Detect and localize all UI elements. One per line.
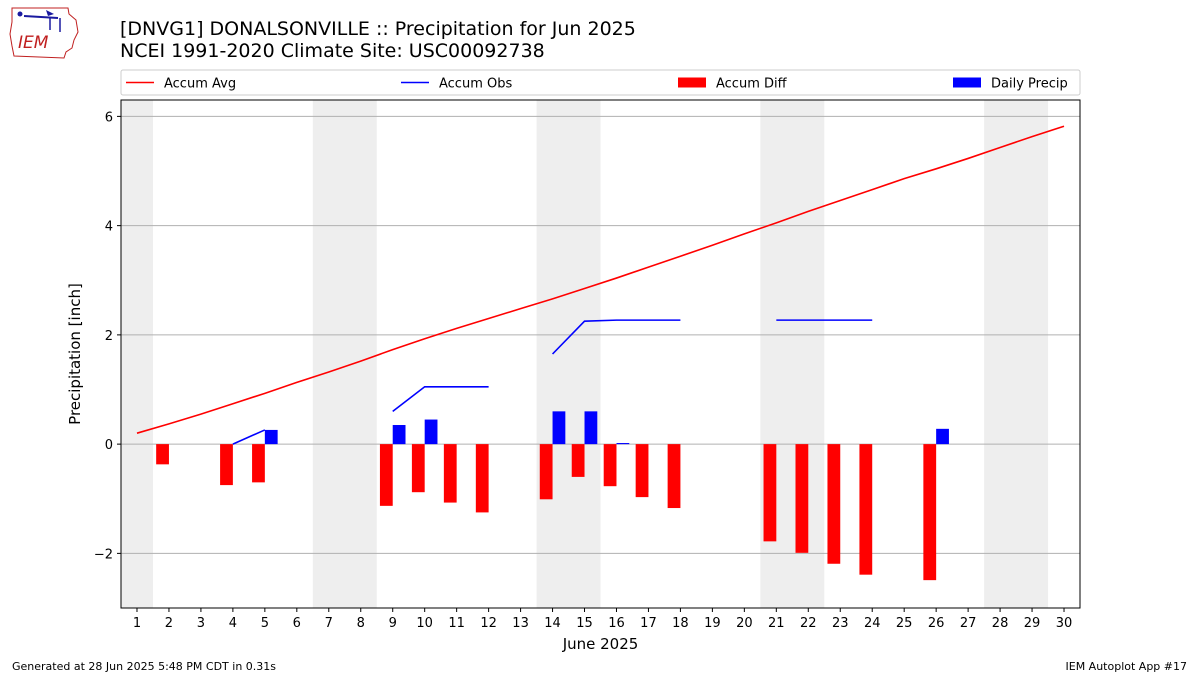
diff-bar <box>923 444 937 581</box>
x-tick-label: 15 <box>576 616 593 631</box>
daily-precip-bar <box>584 411 598 445</box>
daily-precip-bar <box>392 425 406 445</box>
diff-bar <box>859 444 873 575</box>
x-tick-label: 23 <box>832 616 849 631</box>
plot-frame <box>120 99 1081 609</box>
x-tick-label: 24 <box>864 616 881 631</box>
x-tick-label: 17 <box>640 616 657 631</box>
accum-obs-line <box>232 429 266 445</box>
x-tick-label: 22 <box>800 616 817 631</box>
title-line-1: [DNVG1] DONALSONVILLE :: Precipitation f… <box>120 18 636 40</box>
weekend-band <box>536 100 601 608</box>
chart-title: [DNVG1] DONALSONVILLE :: Precipitation f… <box>120 18 636 62</box>
weekend-band <box>984 100 1049 608</box>
x-tick-label: 13 <box>512 616 529 631</box>
weekend-band <box>121 100 153 608</box>
x-tick-label: 20 <box>736 616 753 631</box>
title-line-2: NCEI 1991-2020 Climate Site: USC00092738 <box>120 40 545 62</box>
diff-bar <box>539 444 553 500</box>
daily-precip-bar <box>264 429 278 445</box>
x-tick-label: 3 <box>197 616 205 631</box>
legend-label: Daily Precip <box>991 77 1068 92</box>
diff-bar <box>475 444 489 513</box>
diff-bar <box>763 444 777 542</box>
x-tick-label: 2 <box>165 616 173 631</box>
x-tick-label: 19 <box>704 616 721 631</box>
diff-bar <box>156 444 169 465</box>
y-tick-label: 4 <box>105 220 113 235</box>
legend-label: Accum Obs <box>439 77 512 92</box>
legend-swatch-box <box>953 77 981 88</box>
legend-box <box>120 69 1081 96</box>
x-tick-label: 5 <box>261 616 269 631</box>
x-tick-label: 16 <box>608 616 625 631</box>
y-tick-label: −2 <box>94 547 113 562</box>
daily-precip-bar <box>552 411 566 445</box>
diff-bar <box>571 444 585 477</box>
diff-bar <box>220 444 233 486</box>
x-tick-label: 14 <box>544 616 561 631</box>
logo-text: IEM <box>18 33 49 53</box>
diff-bar <box>603 444 617 487</box>
daily-precip-bar <box>616 443 630 445</box>
legend-swatch-box <box>678 77 706 88</box>
diff-bar <box>379 444 393 506</box>
x-tick-label: 1 <box>133 616 141 631</box>
x-tick-label: 21 <box>768 616 785 631</box>
x-tick-label: 6 <box>293 616 301 631</box>
diff-bar <box>795 444 809 553</box>
diff-bar <box>667 444 681 509</box>
x-tick-label: 10 <box>416 616 433 631</box>
x-tick-label: 12 <box>480 616 497 631</box>
generated-note: Generated at 28 Jun 2025 5:48 PM CDT in … <box>12 660 277 673</box>
x-axis-label: June 2025 <box>562 635 639 653</box>
diff-bar <box>252 444 265 483</box>
x-tick-label: 8 <box>357 616 365 631</box>
legend-label: Accum Diff <box>716 77 788 92</box>
app-note: IEM Autoplot App #17 <box>1065 660 1188 673</box>
x-tick-label: 7 <box>325 616 333 631</box>
daily-precip-bar <box>936 428 949 445</box>
diff-bar <box>411 444 425 493</box>
x-tick-label: 26 <box>928 616 945 631</box>
y-tick-label: 0 <box>105 438 113 453</box>
x-tick-label: 27 <box>960 616 977 631</box>
y-axis-label: Precipitation [inch] <box>66 283 84 425</box>
x-tick-label: 30 <box>1056 616 1073 631</box>
daily-precip-bar <box>424 419 438 445</box>
accum-avg-line <box>136 125 1065 434</box>
legend-label: Accum Avg <box>164 77 236 92</box>
diff-bar <box>443 444 457 503</box>
diff-bar <box>635 444 649 498</box>
x-tick-label: 11 <box>448 616 465 631</box>
diff-bar <box>827 444 841 564</box>
y-tick-label: 6 <box>105 110 113 125</box>
x-tick-label: 25 <box>896 616 913 631</box>
iem-logo: IEM <box>9 7 79 59</box>
weekend-band <box>760 100 825 608</box>
x-tick-label: 28 <box>992 616 1009 631</box>
x-tick-label: 4 <box>229 616 237 631</box>
x-tick-label: 29 <box>1024 616 1041 631</box>
accum-obs-line <box>392 385 489 412</box>
y-tick-label: 2 <box>105 329 113 344</box>
accum-obs-line <box>551 319 681 355</box>
x-tick-label: 9 <box>389 616 397 631</box>
weekend-band <box>312 100 377 608</box>
x-tick-label: 18 <box>672 616 689 631</box>
